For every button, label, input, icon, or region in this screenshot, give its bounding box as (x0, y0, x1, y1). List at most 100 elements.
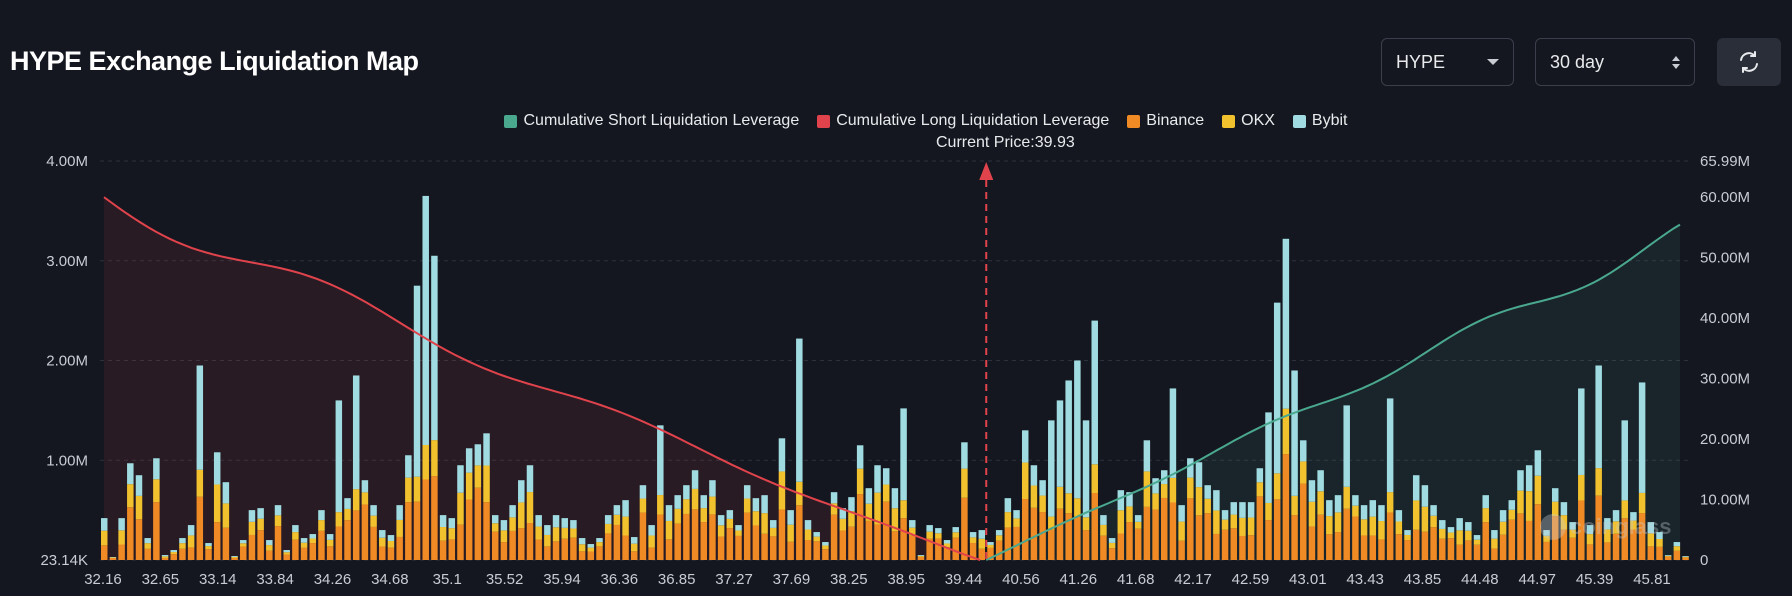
bar-bybit (926, 525, 933, 532)
bar-okx (1551, 501, 1559, 517)
bar-bybit (578, 538, 586, 545)
bar-bybit (396, 505, 403, 520)
bar-okx (1048, 516, 1055, 530)
range-select[interactable]: 30 day (1535, 38, 1695, 86)
bar-bybit (1499, 510, 1507, 522)
bar-okx (352, 489, 360, 511)
bar-binance (813, 541, 820, 560)
bar-binance (1543, 541, 1550, 560)
bar-bybit (1021, 430, 1029, 463)
bar-bybit (170, 550, 177, 553)
symbol-select[interactable]: HYPE (1381, 38, 1514, 86)
coinglass-logo-icon (1540, 514, 1566, 540)
bar-binance (561, 538, 568, 560)
legend-okx-label: OKX (1241, 112, 1275, 129)
bar-bybit (283, 550, 290, 553)
bar-bybit (1178, 505, 1185, 522)
bar-binance (439, 540, 447, 560)
bar-okx (1065, 493, 1072, 514)
bar-binance (665, 539, 673, 560)
bar-binance (613, 524, 621, 560)
bar-okx (587, 547, 595, 552)
bar-binance (1560, 529, 1568, 560)
bar-binance (1204, 513, 1211, 560)
bar-binance (657, 514, 664, 560)
x-tick-label: 37.69 (773, 571, 811, 588)
bar-binance (587, 551, 595, 560)
bar-okx (500, 530, 508, 543)
bar-bybit (900, 408, 907, 501)
bar-bybit (1291, 370, 1298, 496)
bar-binance (1056, 508, 1064, 560)
bar-binance (413, 501, 421, 560)
y-right-tick-label: 60.00M (1700, 189, 1750, 206)
legend-long[interactable]: Cumulative Long Liquidation Leverage (817, 112, 1109, 130)
bar-bybit (222, 482, 230, 504)
bar-bybit (604, 515, 612, 524)
legend-binance[interactable]: Binance (1127, 112, 1204, 130)
bar-okx (465, 472, 473, 500)
bar-binance (396, 536, 403, 560)
bar-okx (1100, 524, 1107, 536)
bar-okx (431, 440, 438, 477)
bar-okx (187, 535, 195, 548)
bar-okx (1421, 506, 1429, 532)
bar-binance (1126, 522, 1133, 560)
bar-bybit (1569, 522, 1576, 530)
bar-binance (344, 520, 351, 560)
bar-bybit (952, 527, 959, 533)
bar-okx (882, 484, 890, 502)
bar-okx (1247, 517, 1255, 536)
bar-okx (544, 534, 551, 547)
bar-bybit (535, 515, 542, 527)
x-tick-label: 43.85 (1404, 571, 1442, 588)
bar-bybit (309, 534, 317, 539)
bar-binance (1421, 531, 1429, 560)
bar-bybit (483, 433, 490, 466)
bar-okx (379, 537, 386, 547)
bar-bybit (1134, 515, 1142, 522)
bar-okx (1013, 518, 1020, 527)
bar-binance (1187, 498, 1194, 560)
bar-bybit (587, 544, 595, 548)
bar-binance (257, 530, 264, 560)
bar-bybit (691, 470, 699, 489)
bar-binance (448, 539, 456, 560)
bar-binance (1352, 516, 1359, 560)
legend-bybit[interactable]: Bybit (1292, 112, 1348, 130)
bar-binance (1404, 540, 1411, 560)
bar-okx (257, 518, 264, 531)
bar-okx (491, 523, 499, 532)
bar-binance (961, 497, 968, 560)
bar-okx (987, 544, 994, 548)
bar-okx (205, 546, 212, 550)
bar-bybit (1647, 522, 1655, 534)
bar-binance (830, 514, 838, 560)
bar-binance (1013, 526, 1020, 560)
refresh-icon (1740, 51, 1758, 73)
bar-bybit (1578, 388, 1585, 475)
bar-bybit (1048, 420, 1055, 517)
bar-bybit (1439, 520, 1446, 529)
bar-binance (1317, 514, 1324, 560)
refresh-button[interactable] (1717, 38, 1781, 86)
bar-bybit (622, 500, 629, 517)
bar-binance (370, 526, 377, 560)
bar-okx (1187, 477, 1194, 499)
bar-binance (926, 538, 933, 560)
bar-binance (1430, 527, 1437, 560)
legend-okx[interactable]: OKX (1222, 112, 1275, 130)
bar-okx (1456, 530, 1463, 545)
bar-bybit (361, 480, 369, 493)
bar-bybit (1638, 382, 1646, 493)
bar-okx (743, 498, 751, 513)
bar-okx (518, 502, 525, 529)
bar-binance (292, 539, 299, 560)
legend-short[interactable]: Cumulative Short Liquidation Leverage (504, 112, 799, 130)
bar-okx (1300, 461, 1307, 484)
bar-bybit (1412, 475, 1420, 501)
bar-binance (1604, 542, 1611, 560)
bar-binance (778, 509, 786, 560)
bar-binance (1161, 497, 1168, 560)
bar-binance (1169, 502, 1177, 560)
